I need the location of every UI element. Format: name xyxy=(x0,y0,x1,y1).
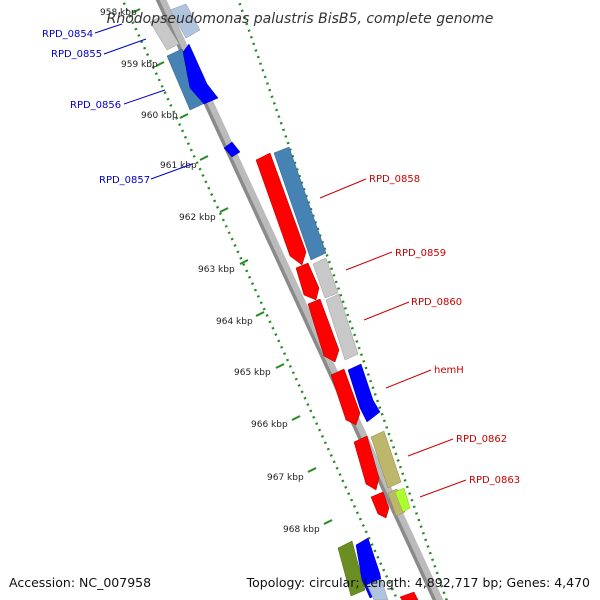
tick-mark xyxy=(179,113,189,119)
tick-label: 958 kbp xyxy=(100,8,137,18)
tick-mark xyxy=(275,363,285,369)
gene-feature-red[interactable] xyxy=(255,152,307,266)
tick-labels: 958 kbp 959 kbp 960 kbp 961 kbp 962 kbp … xyxy=(100,8,320,535)
gene-label-rpd-0855[interactable]: RPD_0855 xyxy=(51,49,102,60)
leader-line xyxy=(345,251,393,271)
tick-mark xyxy=(131,8,141,14)
gene-feature-olive[interactable] xyxy=(337,540,366,597)
gene-feature-red[interactable] xyxy=(399,591,419,600)
tick-mark xyxy=(291,415,301,421)
tick-mark xyxy=(255,311,265,317)
gene-feature-red[interactable] xyxy=(295,262,320,301)
leader-lines xyxy=(94,23,467,498)
gene-feature-khaki[interactable] xyxy=(370,430,402,489)
leader-line xyxy=(94,23,123,34)
gene-feature-blue-small[interactable] xyxy=(223,141,241,158)
tick-label: 968 kbp xyxy=(283,525,320,535)
gene-labels: RPD_0854 RPD_0855 RPD_0856 RPD_0857 RPD_… xyxy=(42,29,520,486)
dotted-track-outer-left xyxy=(121,0,399,600)
tick-mark xyxy=(155,61,165,67)
tick-label: 960 kbp xyxy=(141,111,178,121)
gene-feature-red[interactable] xyxy=(353,435,380,491)
tick-label: 965 kbp xyxy=(234,368,271,378)
gene-feature-gray[interactable] xyxy=(149,15,180,51)
gene-label-rpd-0856[interactable]: RPD_0856 xyxy=(70,100,121,111)
gene-feature-red[interactable] xyxy=(370,491,390,519)
tick-mark xyxy=(199,155,209,161)
gene-feature-steelblue[interactable] xyxy=(273,146,327,261)
gene-feature-lavender[interactable] xyxy=(366,578,389,600)
gene-feature-blue[interactable] xyxy=(182,43,219,105)
tick-mark xyxy=(239,259,249,265)
gene-label-rpd-0862[interactable]: RPD_0862 xyxy=(456,434,507,445)
tick-mark xyxy=(323,519,333,525)
leader-line xyxy=(103,38,147,55)
leader-line xyxy=(419,479,467,498)
gene-label-rpd-0859[interactable]: RPD_0859 xyxy=(395,248,446,259)
topology-text: Topology: circular; Length: 4,892,717 bp… xyxy=(246,575,590,590)
gene-feature-gray[interactable] xyxy=(312,257,339,299)
gene-feature-gray[interactable] xyxy=(325,293,359,361)
tick-label: 961 kbp xyxy=(160,161,197,171)
leader-line xyxy=(150,163,193,180)
gene-label-hemh[interactable]: hemH xyxy=(434,365,464,376)
leader-line xyxy=(123,89,166,105)
gene-feature-blue[interactable] xyxy=(347,363,381,423)
accession-text: Accession: NC_007958 xyxy=(9,575,151,590)
tick-label: 963 kbp xyxy=(198,265,235,275)
tick-marks xyxy=(131,8,333,525)
tick-mark xyxy=(219,207,229,213)
leader-line xyxy=(363,301,410,321)
leader-line xyxy=(385,369,432,389)
tick-label: 964 kbp xyxy=(216,317,253,327)
dotted-track-outer-right xyxy=(237,0,448,600)
gene-label-rpd-0863[interactable]: RPD_0863 xyxy=(469,475,520,486)
gene-label-rpd-0860[interactable]: RPD_0860 xyxy=(411,297,462,308)
gene-label-rpd-0857[interactable]: RPD_0857 xyxy=(99,175,150,186)
reverse-strand-features xyxy=(149,3,241,158)
leader-line xyxy=(407,438,454,457)
gene-feature-khaki[interactable] xyxy=(387,488,406,517)
tick-label: 962 kbp xyxy=(179,213,216,223)
tick-mark xyxy=(307,467,317,473)
gene-feature-yellowgreen[interactable] xyxy=(394,487,411,513)
gene-label-rpd-0854[interactable]: RPD_0854 xyxy=(42,29,93,40)
tick-label: 966 kbp xyxy=(251,420,288,430)
forward-strand-features xyxy=(255,146,419,600)
map-title: Rhodopseudomonas palustris BisB5, comple… xyxy=(107,11,494,27)
tick-label: 959 kbp xyxy=(121,60,158,70)
gene-feature-red[interactable] xyxy=(330,368,361,426)
gene-feature-red[interactable] xyxy=(307,298,340,363)
gene-feature-lavender[interactable] xyxy=(169,3,201,39)
tick-label: 967 kbp xyxy=(267,473,304,483)
gene-label-rpd-0858[interactable]: RPD_0858 xyxy=(369,174,420,185)
leader-line xyxy=(319,178,367,199)
